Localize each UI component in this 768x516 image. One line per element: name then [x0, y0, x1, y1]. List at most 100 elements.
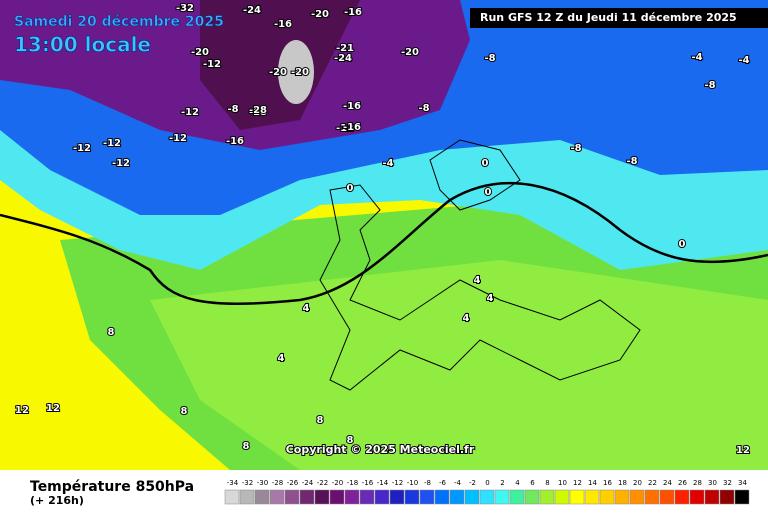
contour-label: -8 [626, 156, 637, 167]
scale-label: -4 [454, 479, 462, 487]
scale-swatch [719, 489, 735, 505]
contour-label: 4 [487, 293, 494, 304]
contour-label: 12 [736, 445, 750, 456]
date: Samedi 20 décembre 2025 [14, 14, 224, 30]
scale-label: 20 [633, 479, 642, 487]
contour-label: -8 [418, 103, 429, 114]
contour-label: 12 [15, 405, 29, 416]
contour-label: 4 [278, 353, 285, 364]
scale-swatch [479, 489, 495, 505]
copyright: Copyright © 2025 Meteociel.fr [286, 443, 475, 456]
contour-label: -16 [343, 122, 361, 133]
contour-label: -12 [103, 138, 121, 149]
scale-label: 2 [500, 479, 504, 487]
contour-label: 8 [347, 435, 354, 446]
scale-swatch [674, 489, 690, 505]
scale-label: 6 [530, 479, 535, 487]
scale-swatch [224, 489, 240, 505]
contour-label: -24 [334, 53, 352, 64]
scale-swatch [599, 489, 615, 505]
scale-label: 22 [648, 479, 657, 487]
contour-label: -4 [738, 55, 749, 66]
scale-swatch [614, 489, 630, 505]
contour-label: -20 [401, 47, 419, 58]
scale-swatch [464, 489, 480, 505]
scale-swatch [539, 489, 555, 505]
scale-swatch [569, 489, 585, 505]
scale-swatch [449, 489, 465, 505]
contour-label: -20 [269, 67, 287, 78]
scale-label: -30 [257, 479, 268, 487]
scale-swatch [644, 489, 660, 505]
scale-swatch [239, 489, 255, 505]
scale-swatch [344, 489, 360, 505]
contour-label: -12 [112, 158, 130, 169]
footer-subtitle: (+ 216h) [30, 494, 84, 507]
scale-label: 24 [663, 479, 672, 487]
contour-label: -24 [243, 5, 261, 16]
contour-label: -28 [249, 105, 267, 116]
coastline [319, 184, 641, 391]
scale-swatch [329, 489, 345, 505]
contour-label: 8 [243, 441, 250, 452]
color-scale: -34 -32 -30 -28 -26 -24 -22 -20 -18 -16 -14 -12 -10-… [224, 479, 750, 505]
scale-swatch [509, 489, 525, 505]
scale-swatch [404, 489, 420, 505]
contour-label: 8 [108, 327, 115, 338]
contour-label: -12 [181, 107, 199, 118]
contour-label: -12 [336, 123, 354, 134]
contour-label: -12 [203, 59, 221, 70]
scale-label: 30 [708, 479, 717, 487]
scale-label: -10 [407, 479, 418, 487]
contour-label: 4 [303, 303, 310, 314]
contour-label: -16 [343, 101, 361, 112]
scale-label: 0 [485, 479, 489, 487]
scale-label: -20 [332, 479, 343, 487]
contour-label: 8 [317, 415, 324, 426]
contour-label: 8 [181, 406, 188, 417]
scale-label: -18 [347, 479, 358, 487]
scale-label: -22 [317, 479, 328, 487]
scale-label: -34 [227, 479, 239, 487]
contour-label: -4 [691, 52, 702, 63]
scale-swatch [254, 489, 270, 505]
contour-label: -20 [311, 9, 329, 20]
scale-label: -2 [469, 479, 476, 487]
contour-label: -16 [344, 7, 362, 18]
scale-swatch [659, 489, 675, 505]
scale-swatch [284, 489, 300, 505]
scale-swatch [419, 489, 435, 505]
scale-swatch [299, 489, 315, 505]
contour-label: -12 [73, 143, 91, 154]
contour-label: 12 [46, 403, 60, 414]
scale-swatch [374, 489, 390, 505]
contour-label: -8 [227, 104, 238, 115]
contour-labels: -32 -24 -20 -16-20-12-16-20-21-24-20-28-20-… [14, 2, 751, 457]
run-box [470, 8, 768, 28]
scale-swatch [734, 489, 750, 505]
map: -32 -24 -20 -16-20-12-16-20-21-24-20-28-20-… [0, 0, 768, 470]
contour-label: -8 [704, 80, 715, 91]
scale-label: 18 [618, 479, 627, 487]
scale-label: 12 [573, 479, 582, 487]
contour-label: -12 [169, 133, 187, 144]
scale-label: 28 [693, 479, 702, 487]
scale-swatch [434, 489, 450, 505]
scale-label: -32 [242, 479, 253, 487]
scale-swatch [584, 489, 600, 505]
scale-label: -16 [362, 479, 374, 487]
scale-label: -8 [424, 479, 431, 487]
scale-label: -28 [272, 479, 283, 487]
scale-swatch [389, 489, 405, 505]
scale-label: -26 [287, 479, 299, 487]
contour-label: -28 [249, 107, 267, 118]
scale-label: 8 [545, 479, 549, 487]
scale-label: -12 [392, 479, 403, 487]
scale-swatch [554, 489, 570, 505]
contour-label: 4 [463, 313, 470, 324]
contour-label: -8 [484, 53, 495, 64]
contour-label: 0 [679, 239, 686, 250]
contour-label: 4 [474, 275, 481, 286]
scale-label: 32 [723, 479, 732, 487]
